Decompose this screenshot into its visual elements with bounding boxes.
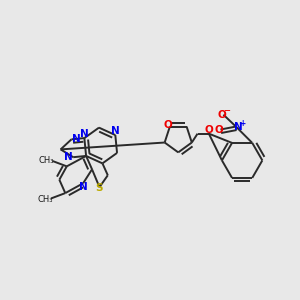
Text: CH₃: CH₃ [37, 195, 53, 204]
Text: S: S [96, 183, 103, 193]
Text: N: N [72, 134, 80, 144]
Text: −: − [223, 106, 230, 115]
Text: O: O [205, 125, 213, 135]
Text: +: + [239, 119, 246, 128]
Text: N: N [234, 122, 243, 132]
Text: CH₃: CH₃ [39, 156, 54, 165]
Text: N: N [80, 129, 89, 139]
Text: O: O [163, 120, 172, 130]
Text: O: O [214, 124, 223, 134]
Text: N: N [64, 152, 73, 162]
Text: N: N [79, 182, 88, 192]
Text: O: O [218, 110, 226, 120]
Text: N: N [111, 127, 120, 136]
